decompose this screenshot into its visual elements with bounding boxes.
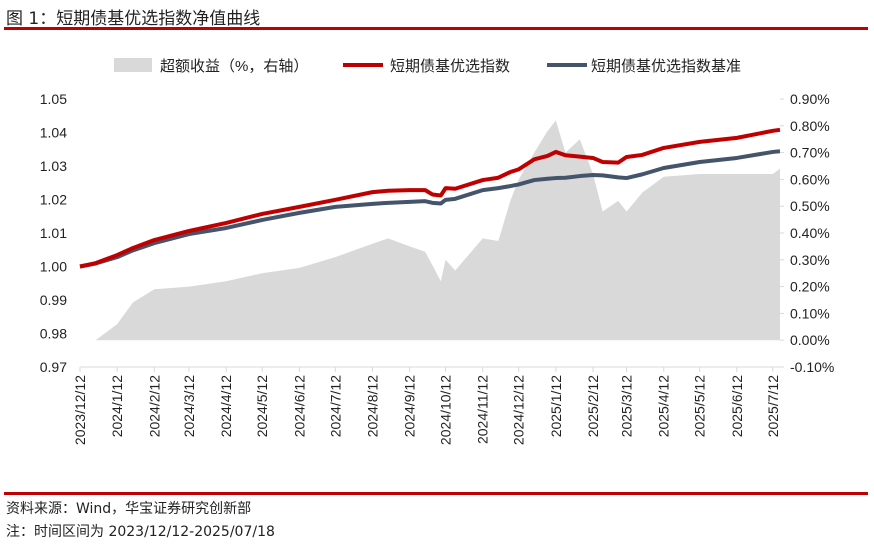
x-tick-label: 2024/4/12 <box>218 375 234 437</box>
right-tick-label: 0.40% <box>790 225 830 241</box>
chart: 2023/12/12 2024/1/12 2024/2/12 2024/3/12 202… <box>40 58 834 445</box>
x-tick-label: 2025/2/12 <box>585 375 601 437</box>
x-tick-label: 2025/7/12 <box>765 375 781 437</box>
x-tick-label: 2024/9/12 <box>402 375 418 437</box>
right-tick-label: -0.10% <box>790 359 834 375</box>
right-tick-label: 0.00% <box>790 332 830 348</box>
right-tick-label: 0.90% <box>790 91 830 107</box>
right-tick-label: 0.50% <box>790 198 830 214</box>
legend-benchmark-label: 短期债基优选指数基准 <box>591 58 741 75</box>
legend-excess-label: 超额收益（%，右轴） <box>160 58 308 75</box>
right-tick-label: 0.70% <box>790 145 830 161</box>
left-tick-label: 1.01 <box>40 225 67 241</box>
legend-index-label: 短期债基优选指数 <box>390 58 510 75</box>
excess-return-area <box>80 120 780 341</box>
x-tick-label: 2025/1/12 <box>548 375 564 437</box>
x-tick-label: 2024/11/12 <box>475 375 491 444</box>
x-tick-label: 2024/2/12 <box>146 375 162 437</box>
left-tick-label: 0.97 <box>40 359 67 375</box>
x-tick-label: 2024/8/12 <box>364 375 380 437</box>
left-tick-label: 1.04 <box>40 125 67 141</box>
figure-title: 图 1：短期债基优选指数净值曲线 <box>6 9 261 29</box>
right-tick-label: 0.80% <box>790 118 830 134</box>
legend-area-swatch <box>114 58 152 72</box>
left-tick-label: 1.05 <box>40 91 67 107</box>
benchmark-line <box>79 149 781 269</box>
x-tick-label: 2023/12/12 <box>72 375 88 445</box>
right-tick-label: 0.30% <box>790 252 830 268</box>
x-tick-label: 2024/7/12 <box>327 375 343 437</box>
x-tick-label: 2025/6/12 <box>729 375 745 437</box>
x-tick-label: 2025/3/12 <box>619 375 635 437</box>
bottom-rule <box>4 492 868 495</box>
left-tick-label: 0.98 <box>40 326 67 342</box>
x-tick-label: 2024/5/12 <box>254 375 270 437</box>
x-tick-label: 2025/5/12 <box>692 375 708 437</box>
right-tick-label: 0.20% <box>790 279 830 295</box>
left-tick-label: 1.00 <box>40 259 67 275</box>
right-tick-label: 0.60% <box>790 171 830 187</box>
left-tick-label: 1.02 <box>40 192 67 208</box>
right-tick-label: 0.10% <box>790 305 830 321</box>
left-tick-label: 1.03 <box>40 158 67 174</box>
x-tick-label: 2024/1/12 <box>109 375 125 437</box>
x-tick-label: 2024/12/12 <box>511 375 527 445</box>
left-tick-label: 0.99 <box>40 292 67 308</box>
x-tick-label: 2025/4/12 <box>656 375 672 437</box>
source-note: 资料来源：Wind，华宝证券研究创新部 <box>6 501 252 517</box>
period-note: 注：时间区间为 2023/12/12-2025/07/18 <box>6 524 275 540</box>
top-rule <box>4 27 868 30</box>
index-line <box>79 127 781 269</box>
x-tick-label: 2024/3/12 <box>181 375 197 437</box>
x-tick-label: 2024/6/12 <box>291 375 307 437</box>
x-tick-label: 2024/10/12 <box>438 375 454 445</box>
